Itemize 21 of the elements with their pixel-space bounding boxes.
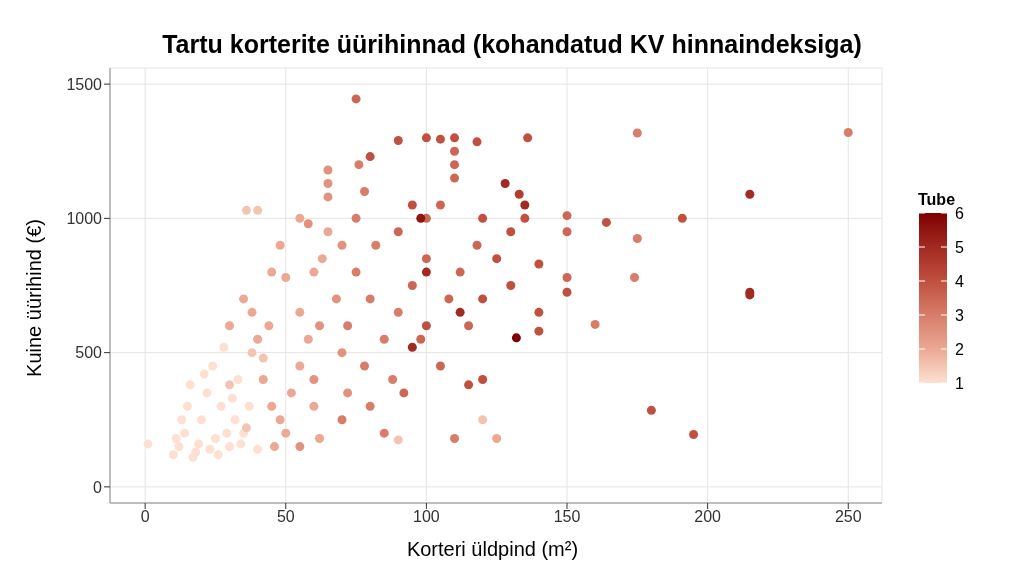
color-bar-title: Tube [918,191,956,208]
x-tick-label: 100 [413,508,440,526]
color-bar-label: 5 [955,239,964,256]
color-bar-label: 3 [955,307,964,324]
chart-title: Tartu korterite üürihinnad (kohandatud KV hinnaindeksiga) [161,30,863,59]
y-tick-label: 1500 [66,75,103,93]
color-bar-label: 4 [955,273,964,290]
colorbar: Tube 1 2 3 4 5 6 [913,188,993,403]
x-axis-title: Korteri üldpind (m²) [405,538,580,561]
color-bar-label: 6 [955,205,964,222]
y-tick-label: 1000 [66,210,103,228]
y-tick-label: 0 [93,478,103,496]
y-tick-label: 500 [75,344,103,362]
color-bar-label: 1 [955,375,964,392]
x-tick-label: 0 [140,508,150,526]
x-tick-label: 250 [834,508,862,526]
color-bar-label: 2 [955,341,964,358]
x-tick-label: 200 [694,508,722,526]
x-tick-label: 150 [553,508,581,526]
y-axis-title: Kuine üürihind (€) [22,219,46,377]
x-tick-label: 50 [276,508,295,526]
